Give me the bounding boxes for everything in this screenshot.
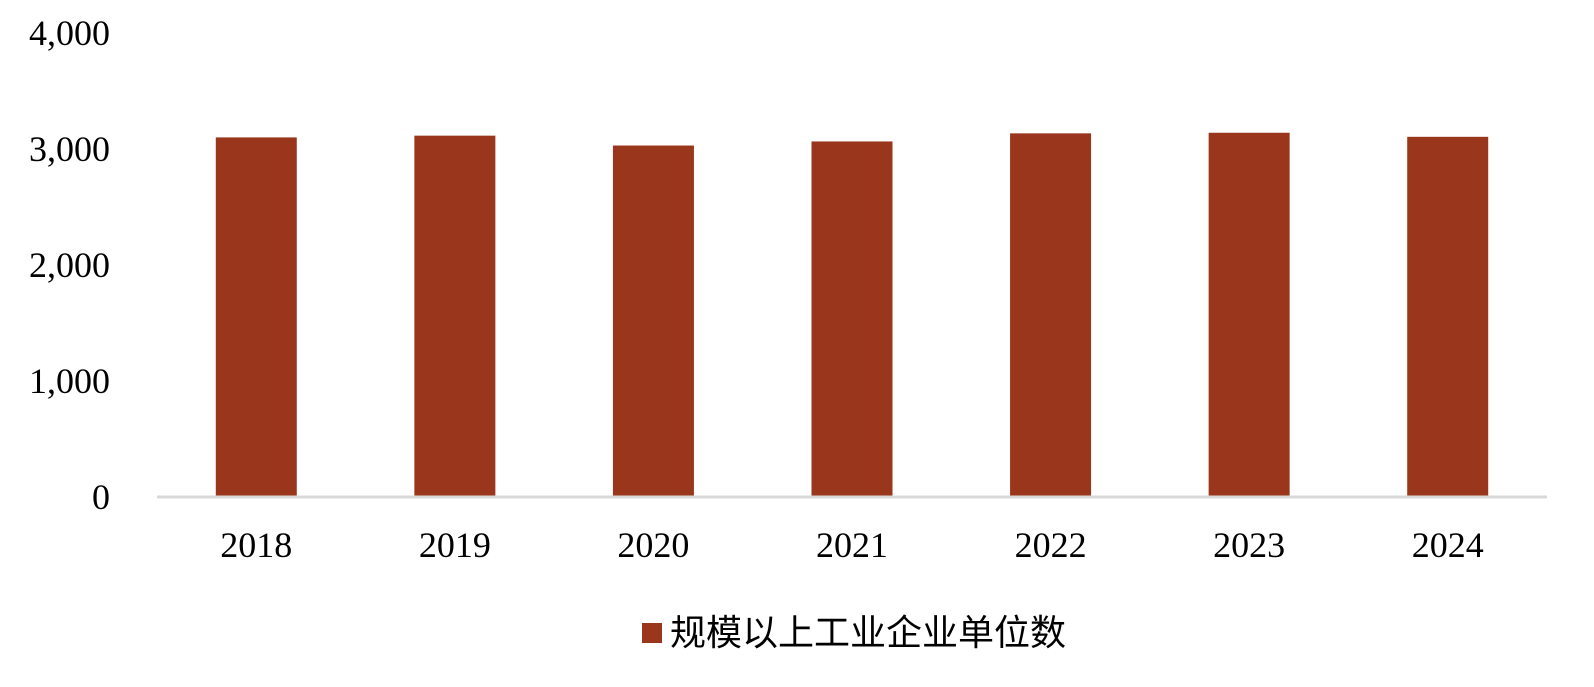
y-tick-label: 1,000 bbox=[29, 361, 110, 401]
x-tick-label: 2023 bbox=[1213, 525, 1285, 565]
x-tick-label: 2018 bbox=[220, 525, 292, 565]
bar bbox=[612, 145, 694, 497]
y-tick-label: 3,000 bbox=[29, 129, 110, 169]
x-tick-label: 2024 bbox=[1412, 525, 1484, 565]
legend-label: 规模以上工业企业单位数 bbox=[670, 613, 1066, 653]
y-tick-label: 4,000 bbox=[29, 13, 110, 53]
bar bbox=[1208, 132, 1290, 497]
x-tick-label: 2021 bbox=[816, 525, 888, 565]
bar bbox=[1407, 136, 1489, 497]
legend-swatch bbox=[642, 623, 662, 643]
legend: 规模以上工业企业单位数 bbox=[642, 613, 1066, 653]
y-axis-ticks: 0 1,000 2,000 3,000 4,000 bbox=[29, 13, 110, 517]
bar bbox=[414, 135, 496, 497]
x-axis-ticks: 2018 2019 2020 2021 2022 2023 2024 bbox=[220, 525, 1483, 565]
x-tick-label: 2020 bbox=[617, 525, 689, 565]
bar bbox=[811, 141, 893, 497]
x-tick-label: 2022 bbox=[1015, 525, 1087, 565]
x-tick-label: 2019 bbox=[419, 525, 491, 565]
bar bbox=[1010, 133, 1092, 497]
bar-series bbox=[215, 132, 1489, 497]
y-tick-label: 0 bbox=[92, 477, 110, 517]
y-tick-label: 2,000 bbox=[29, 245, 110, 285]
bar bbox=[215, 137, 297, 497]
